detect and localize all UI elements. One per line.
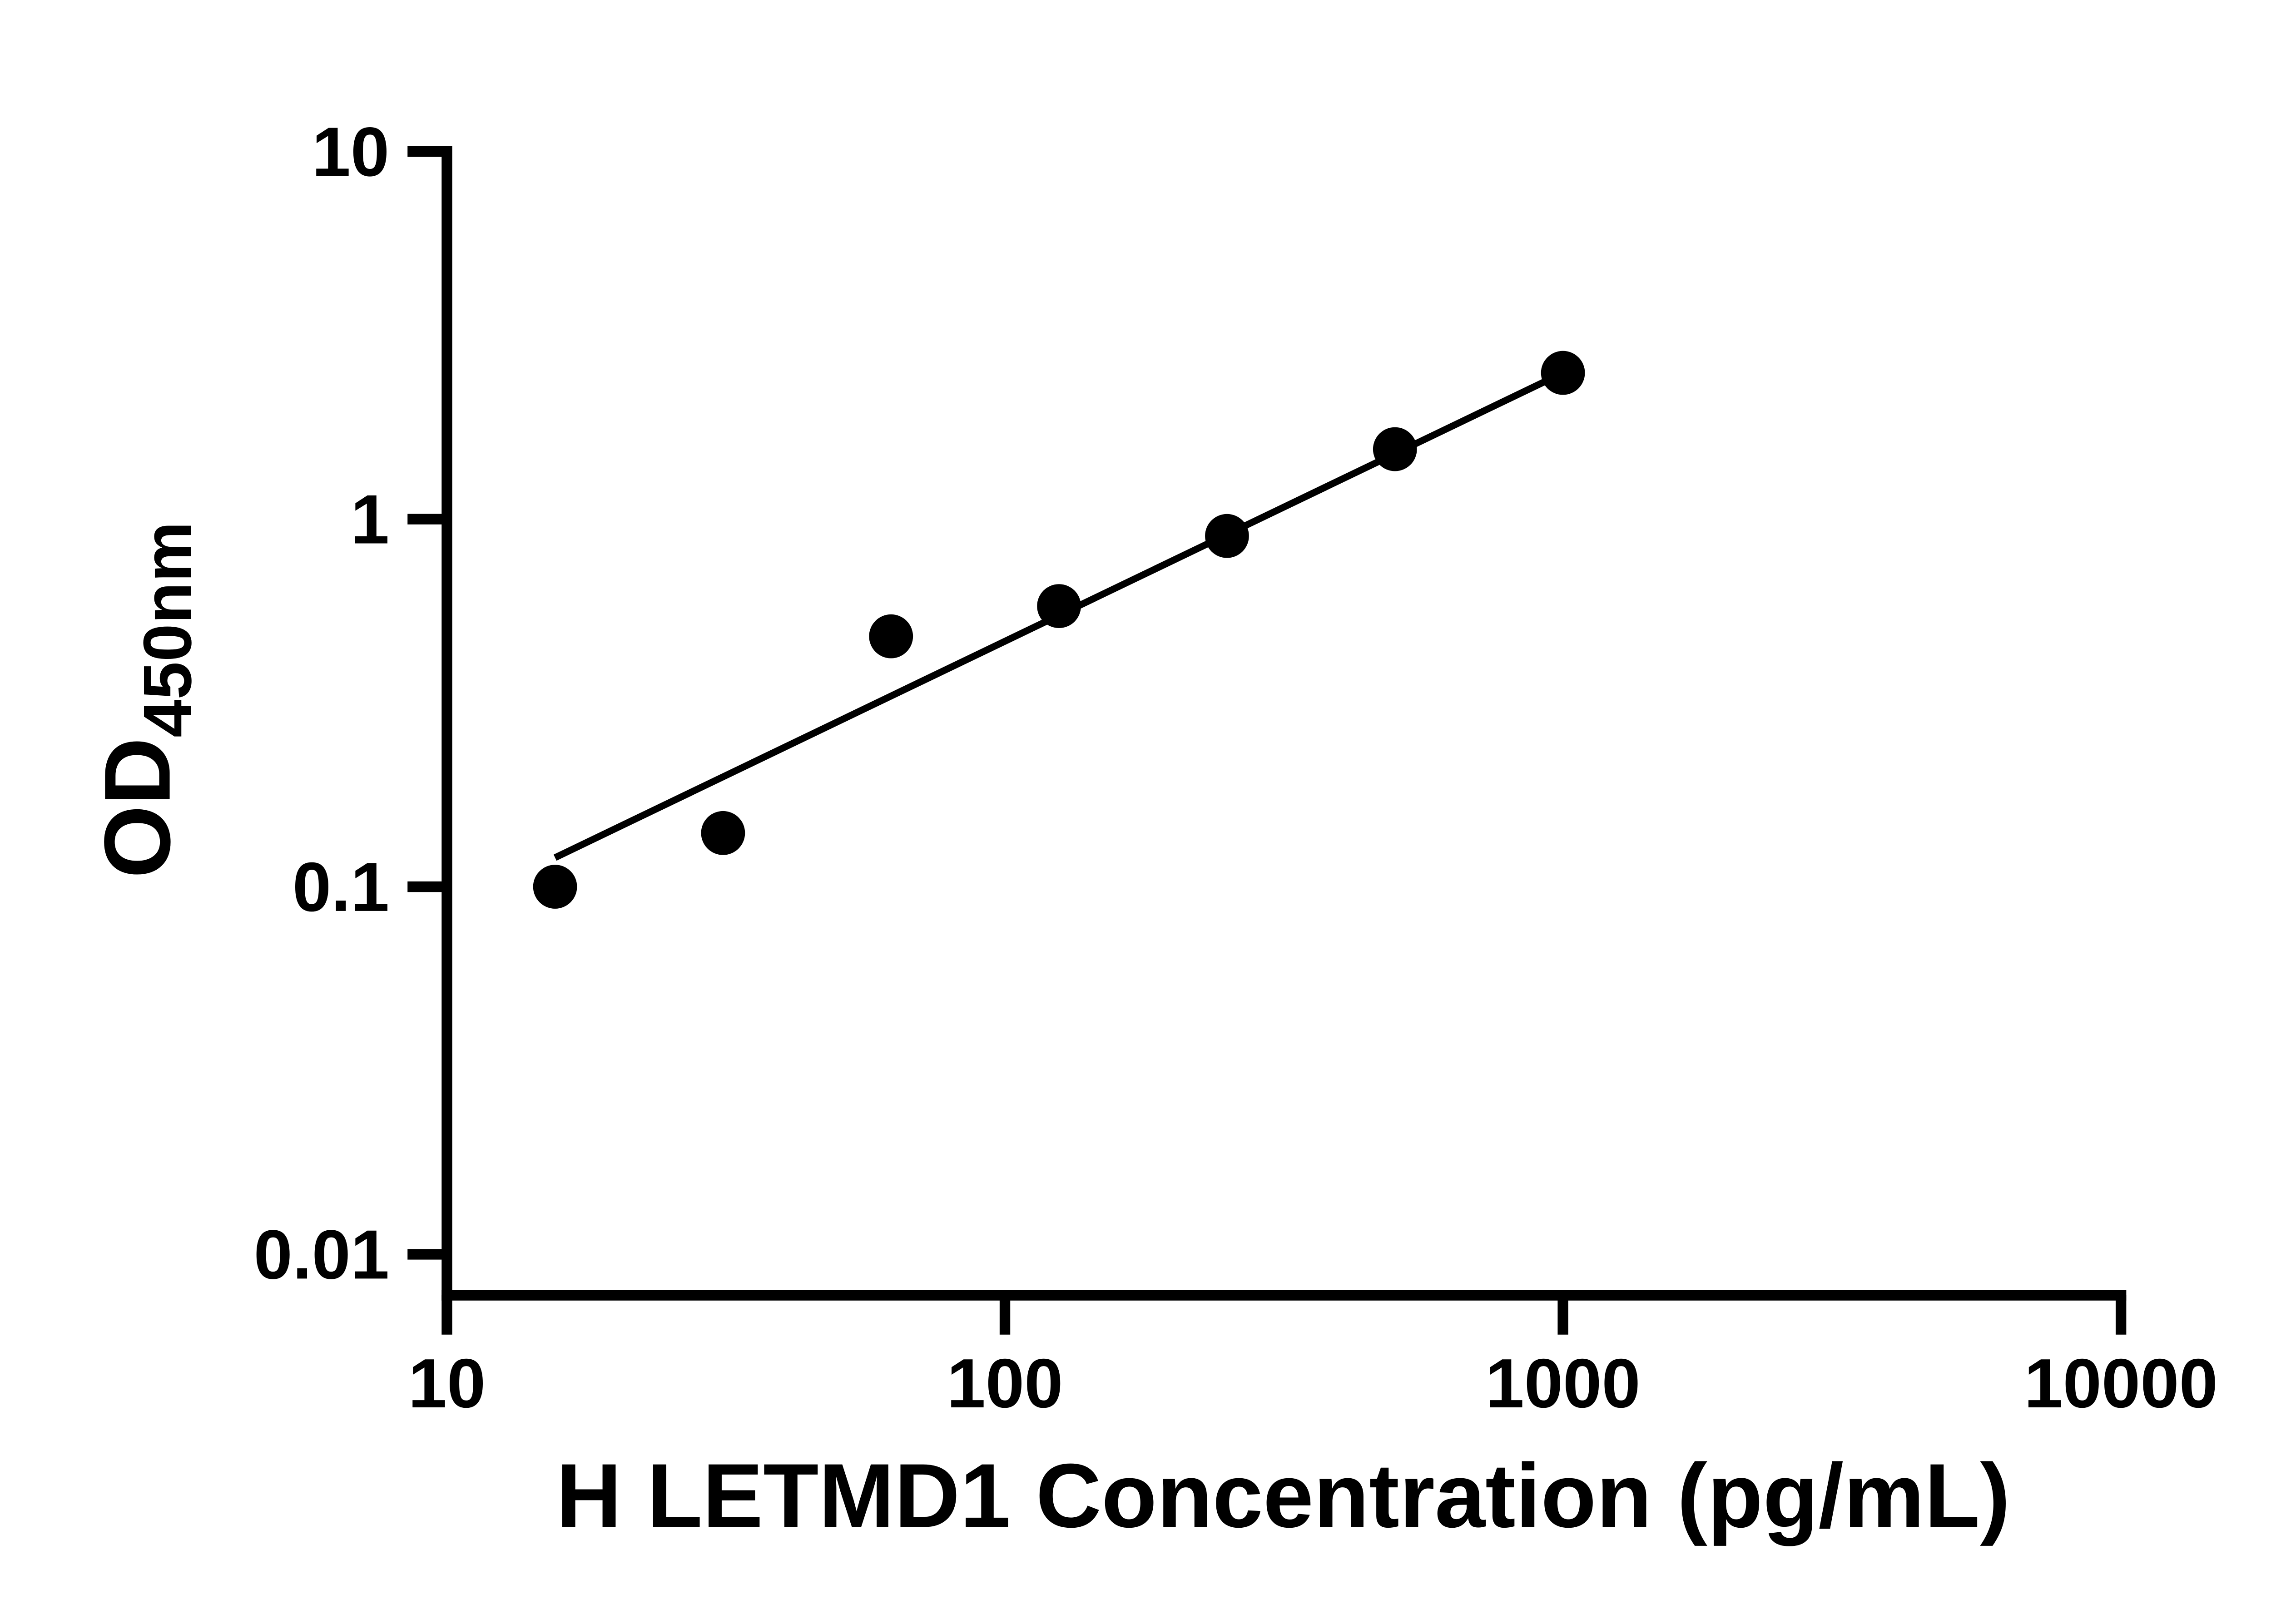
axes: 0.01 0.1 1 10 10 100 1000 10000 — [254, 113, 2218, 1422]
y-tick-label: 1 — [351, 480, 389, 559]
data-point — [1373, 427, 1417, 471]
data-point — [1541, 351, 1585, 395]
y-axis-title: OD450nm — [85, 521, 206, 878]
data-point — [1205, 514, 1249, 558]
x-tick-label: 10 — [408, 1344, 486, 1422]
plot-series — [533, 351, 1585, 909]
x-tick-label: 10000 — [2024, 1344, 2218, 1422]
data-point — [533, 865, 577, 909]
y-tick-label: 0.01 — [254, 1215, 390, 1293]
y-axis-title-subscript: 450nm — [129, 521, 205, 738]
y-tick-label: 10 — [312, 113, 390, 191]
x-tick-label: 1000 — [1485, 1344, 1640, 1422]
data-point — [1037, 584, 1081, 628]
x-tick-label: 100 — [947, 1344, 1063, 1422]
data-point — [869, 614, 913, 659]
data-point — [701, 811, 745, 855]
x-axis-title: H LETMD1 Concentration (pg/mL) — [556, 1445, 2010, 1546]
y-axis-title-main: OD — [85, 738, 190, 878]
y-tick-label: 0.1 — [293, 848, 389, 926]
